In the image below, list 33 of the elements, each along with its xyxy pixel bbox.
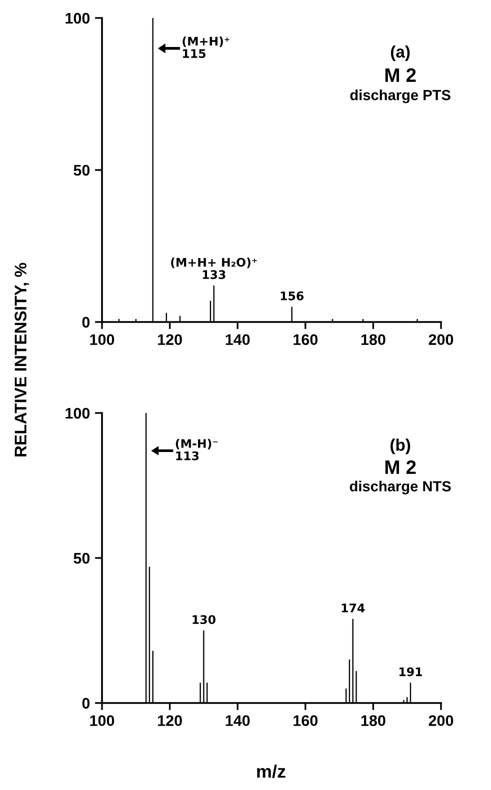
text: M 2: [385, 68, 416, 82]
y-tick-label: 50: [74, 164, 90, 176]
y-tick-label: 100: [66, 12, 90, 24]
x-tick-label: 120: [158, 715, 182, 726]
y-tick-label: 50: [74, 552, 90, 564]
x-tick-label: 100: [90, 334, 114, 346]
y-axis-title: RELATIVE INTENSITY, %: [14, 262, 29, 456]
x-tick-label: 180: [361, 334, 386, 346]
x-tick-label: 200: [428, 715, 454, 726]
x-tick-label: 120: [158, 334, 182, 346]
x-tick-label: 160: [294, 715, 318, 726]
x-tick-label: 140: [226, 334, 250, 346]
annotation: (M+H)⁺ 115: [182, 36, 230, 58]
x-axis-title: m/z: [257, 764, 286, 778]
annotation: discharge PTS: [350, 90, 450, 104]
x-tick-label: 140: [226, 715, 250, 726]
annotation: 191: [400, 667, 422, 676]
annotation: 130: [192, 615, 216, 624]
y-tick-label: 100: [66, 408, 90, 419]
x-tick-label: 100: [90, 715, 114, 726]
y-tick-label: 0: [82, 698, 90, 709]
annotation: 174: [342, 604, 365, 612]
annotation: (M-H)⁻ 113: [176, 438, 218, 460]
text: M 2: [385, 460, 416, 474]
annotation: (M+H+ H₂O)⁺ 133: [171, 258, 257, 280]
text: (a): [390, 45, 410, 61]
annotation: 156: [280, 291, 304, 300]
x-tick-label: 200: [428, 334, 454, 346]
text: (b): [390, 438, 410, 454]
y-tick-label: 0: [82, 316, 90, 328]
x-tick-label: 180: [361, 715, 386, 726]
x-tick-label: 160: [294, 334, 318, 346]
annotation: discharge NTS: [350, 480, 451, 494]
